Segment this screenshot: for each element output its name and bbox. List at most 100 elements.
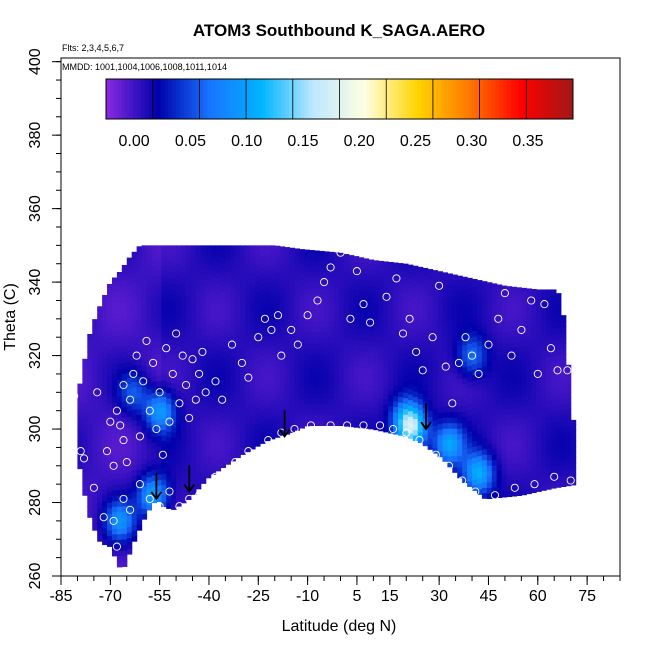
heatmap-cell <box>506 452 513 459</box>
heatmap-cell <box>255 280 261 287</box>
heatmap-cell <box>348 255 355 262</box>
heatmap-cell <box>536 397 542 404</box>
heatmap-cell <box>185 306 192 313</box>
heatmap-cell <box>462 333 468 340</box>
heatmap-cell <box>412 396 419 403</box>
heatmap-cell <box>141 397 148 404</box>
heatmap-cell <box>289 366 296 373</box>
heatmap-cell <box>496 370 503 377</box>
heatmap-cell <box>309 370 315 377</box>
heatmap-cell <box>319 397 325 404</box>
heatmap-cell <box>388 333 394 340</box>
colorbar-segment <box>300 79 305 119</box>
heatmap-cell <box>126 460 133 467</box>
heatmap-cell <box>353 316 360 324</box>
heatmap-cell <box>412 341 419 348</box>
heatmap-cell <box>481 387 488 395</box>
heatmap-cell <box>373 324 379 332</box>
heatmap-cell <box>383 426 389 433</box>
heatmap-cell <box>378 364 384 371</box>
colorbar-segment <box>393 79 399 119</box>
heatmap-cell <box>126 531 133 539</box>
heatmap-cell <box>161 429 167 436</box>
heatmap-cell <box>146 261 153 268</box>
heatmap-cell <box>151 419 157 426</box>
heatmap-cell <box>200 251 207 258</box>
heatmap-cell <box>195 455 202 462</box>
heatmap-cell <box>230 245 236 247</box>
heatmap-cell <box>116 379 123 386</box>
heatmap-cell <box>156 485 162 492</box>
heatmap-cell <box>210 402 217 409</box>
sample-point <box>237 358 246 367</box>
heatmap-cell <box>378 303 384 311</box>
heatmap-cell <box>141 309 148 316</box>
heatmap-cell <box>309 260 315 267</box>
heatmap-cell <box>378 403 384 410</box>
heatmap-cell <box>141 364 148 371</box>
heatmap-cell <box>378 314 384 322</box>
heatmap-cell <box>536 359 542 366</box>
heatmap-cell <box>516 407 522 414</box>
heatmap-cell <box>363 334 370 341</box>
heatmap-cell <box>136 392 143 399</box>
heatmap-cell <box>230 383 236 390</box>
heatmap-cell <box>121 373 128 380</box>
heatmap-cell <box>220 461 227 469</box>
heatmap-cell <box>491 486 498 494</box>
heatmap-cell <box>126 405 133 412</box>
heatmap-cell <box>526 377 532 384</box>
colorbar-segment <box>327 79 333 119</box>
heatmap-cell <box>230 400 236 407</box>
heatmap-cell <box>555 454 562 461</box>
heatmap-cell <box>363 345 370 352</box>
heatmap-cell <box>472 473 478 480</box>
heatmap-cell <box>555 305 562 312</box>
heatmap-cell <box>82 456 88 463</box>
heatmap-cell <box>136 524 143 531</box>
heatmap-cell <box>491 415 498 422</box>
heatmap-cell <box>550 482 557 489</box>
heatmap-cell <box>304 321 310 328</box>
heatmap-cell <box>250 300 256 307</box>
heatmap-cell <box>210 413 217 420</box>
heatmap-cell <box>560 359 567 366</box>
heatmap-cell <box>550 454 557 462</box>
heatmap-cell <box>516 363 522 370</box>
heatmap-cell <box>437 379 444 386</box>
heatmap-cell <box>255 319 261 326</box>
heatmap-cell <box>240 283 246 290</box>
heatmap-cell <box>269 289 276 297</box>
heatmap-cell <box>111 445 118 452</box>
heatmap-cell <box>521 439 527 446</box>
heatmap-cell <box>190 411 197 418</box>
heatmap-cell <box>338 386 345 393</box>
heatmap-cell <box>151 397 157 404</box>
heatmap-cell <box>506 331 513 338</box>
heatmap-cell <box>481 415 488 422</box>
heatmap-cell <box>363 356 370 363</box>
heatmap-cell <box>407 289 414 296</box>
heatmap-cell <box>190 246 197 253</box>
heatmap-cell <box>358 289 365 297</box>
heatmap-cell <box>491 327 498 334</box>
heatmap-cell <box>171 255 177 262</box>
heatmap-cell <box>250 432 256 439</box>
heatmap-cell <box>240 366 246 373</box>
heatmap-cell <box>190 455 197 462</box>
heatmap-cell <box>181 375 187 383</box>
heatmap-cell <box>274 288 281 295</box>
heatmap-cell <box>476 417 483 424</box>
heatmap-cell <box>319 326 325 333</box>
heatmap-cell <box>358 322 365 330</box>
heatmap-cell <box>452 373 458 380</box>
heatmap-cell <box>200 367 207 374</box>
heatmap-cell <box>215 255 222 262</box>
heatmap-cell <box>476 389 483 396</box>
heatmap-cell <box>235 264 241 271</box>
heatmap-cell <box>368 412 374 419</box>
heatmap-cell <box>447 406 453 413</box>
heatmap-cell <box>156 347 162 354</box>
heatmap-cell <box>294 297 300 305</box>
heatmap-cell <box>111 451 118 458</box>
